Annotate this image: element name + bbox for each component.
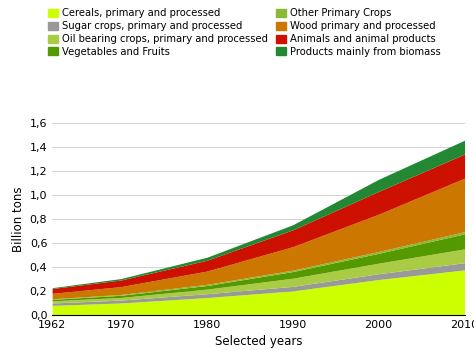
Legend: Cereals, primary and processed, Sugar crops, primary and processed, Oil bearing : Cereals, primary and processed, Sugar cr…: [48, 8, 440, 57]
X-axis label: Selected years: Selected years: [215, 335, 302, 348]
Y-axis label: Billion tons: Billion tons: [12, 186, 26, 252]
